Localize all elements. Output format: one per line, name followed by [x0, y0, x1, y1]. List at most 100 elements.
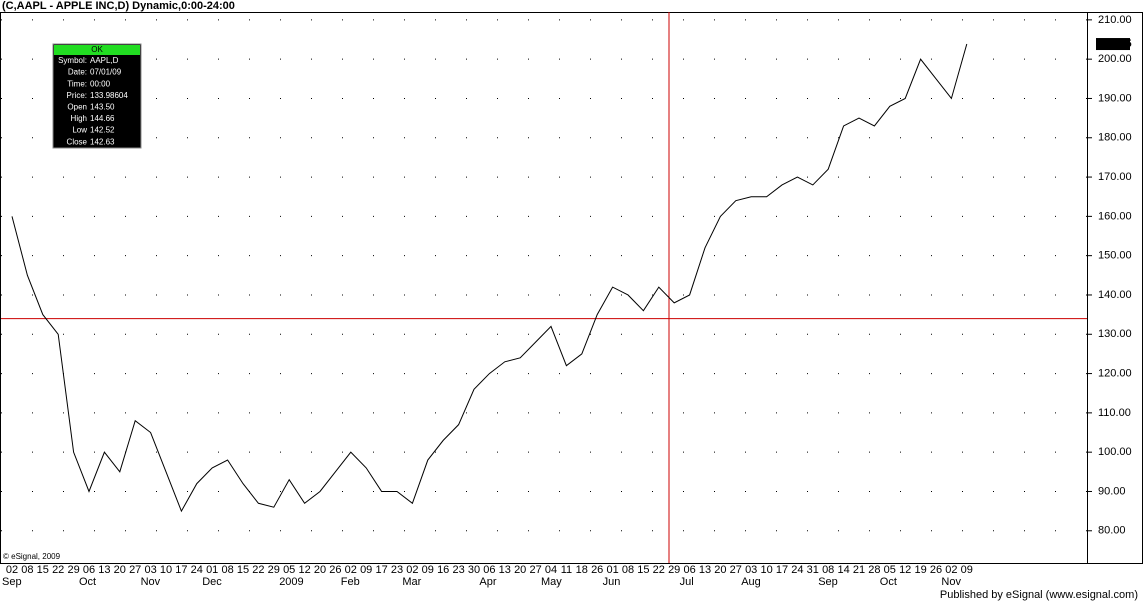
month-label: Oct [79, 576, 96, 588]
info-value: 133.98604 [90, 91, 128, 100]
x-tick-label: 31 [807, 564, 819, 576]
x-tick-label: 21 [853, 564, 865, 576]
info-value: 142.63 [90, 137, 115, 146]
x-tick-label: 15 [237, 564, 249, 576]
x-tick-label: 05 [283, 564, 295, 576]
info-value: 07/01/09 [90, 68, 122, 77]
y-tick-label: 170.00 [1098, 171, 1132, 183]
x-tick-label: 09 [961, 564, 973, 576]
x-tick-label: 26 [329, 564, 341, 576]
info-value: 00:00 [90, 79, 111, 88]
month-label: Sep [818, 576, 838, 588]
x-tick-label: 06 [483, 564, 495, 576]
x-tick-label: 02 [6, 564, 18, 576]
y-tick-label: 160.00 [1098, 210, 1132, 222]
x-tick-label: 09 [360, 564, 372, 576]
info-key: Price: [67, 91, 87, 100]
y-tick-label: 90.00 [1098, 485, 1126, 497]
month-label: Jul [680, 576, 694, 588]
y-tick-label: 140.00 [1098, 289, 1132, 301]
month-label: Nov [141, 576, 161, 588]
x-tick-label: 01 [606, 564, 618, 576]
month-label: Mar [402, 576, 421, 588]
x-tick-label: 11 [561, 564, 572, 576]
x-tick-label: 23 [391, 564, 403, 576]
info-value: 142.52 [90, 126, 115, 135]
info-key: Low [72, 126, 87, 135]
price-line [11, 43, 968, 513]
y-tick-label: 150.00 [1098, 250, 1132, 262]
x-tick-label: 20 [314, 564, 326, 576]
chart-title: (C,AAPL - APPLE INC,D) Dynamic,0:00-24:0… [2, 0, 235, 12]
x-tick-label: 15 [37, 564, 49, 576]
x-tick-label: 15 [637, 564, 649, 576]
y-tick-label: 120.00 [1098, 367, 1132, 379]
x-tick-label: 23 [452, 564, 464, 576]
x-tick-label: 22 [653, 564, 665, 576]
info-value: AAPL,D [90, 56, 119, 65]
x-tick-label: 26 [930, 564, 942, 576]
month-label: May [541, 576, 562, 588]
x-tick-label: 02 [345, 564, 357, 576]
y-tick-label: 190.00 [1098, 92, 1132, 104]
x-tick-label: 17 [776, 564, 788, 576]
info-value: 143.50 [90, 103, 115, 112]
y-tick-label: 130.00 [1098, 328, 1132, 340]
x-tick-label: 20 [114, 564, 126, 576]
info-key: Date: [68, 68, 87, 77]
y-tick-label: 200.00 [1098, 53, 1132, 65]
info-key: Time: [67, 79, 87, 88]
x-tick-label: 03 [745, 564, 757, 576]
y-tick-label: 210.00 [1098, 14, 1132, 26]
x-tick-label: 01 [206, 564, 218, 576]
month-label: 2009 [279, 576, 303, 588]
x-tick-label: 29 [668, 564, 680, 576]
x-tick-label: 19 [914, 564, 926, 576]
x-tick-label: 24 [191, 564, 203, 576]
month-label: Apr [479, 576, 496, 588]
last-price-box [1096, 38, 1130, 51]
x-tick-label: 06 [83, 564, 95, 576]
month-label: Dec [202, 576, 222, 588]
info-key: Open [67, 103, 87, 112]
month-label: Feb [341, 576, 360, 588]
last-price-label: 203.85 [1098, 38, 1132, 50]
info-box [52, 43, 142, 149]
month-label: Oct [880, 576, 897, 588]
y-tick-label: 110.00 [1098, 407, 1131, 419]
x-tick-label: 28 [868, 564, 880, 576]
x-tick-label: 13 [499, 564, 511, 576]
x-tick-label: 14 [837, 564, 849, 576]
x-tick-label: 27 [730, 564, 742, 576]
info-key: Symbol: [58, 56, 87, 65]
y-tick-label: 80.00 [1098, 525, 1126, 537]
month-label: Jun [603, 576, 621, 588]
x-tick-label: 12 [298, 564, 310, 576]
x-tick-label: 20 [514, 564, 526, 576]
x-tick-label: 24 [791, 564, 803, 576]
x-tick-label: 13 [98, 564, 110, 576]
x-tick-label: 27 [129, 564, 141, 576]
month-label: Nov [941, 576, 961, 588]
x-tick-label: 13 [699, 564, 711, 576]
footer: Published by eSignal (www.esignal.com) [940, 589, 1138, 601]
x-tick-label: 26 [591, 564, 603, 576]
x-tick-label: 10 [760, 564, 772, 576]
x-tick-label: 02 [945, 564, 957, 576]
x-tick-label: 08 [221, 564, 233, 576]
x-tick-label: 22 [52, 564, 64, 576]
x-tick-label: 04 [545, 564, 557, 576]
x-tick-label: 03 [144, 564, 156, 576]
x-tick-label: 22 [252, 564, 264, 576]
info-key: Close [67, 137, 88, 146]
x-tick-label: 09 [422, 564, 434, 576]
x-tick-label: 17 [375, 564, 387, 576]
x-tick-label: 12 [899, 564, 911, 576]
x-tick-label: 05 [884, 564, 896, 576]
info-header-bg [54, 45, 140, 55]
x-tick-label: 16 [437, 564, 449, 576]
copyright: © eSignal, 2009 [3, 552, 61, 561]
x-tick-label: 08 [822, 564, 834, 576]
